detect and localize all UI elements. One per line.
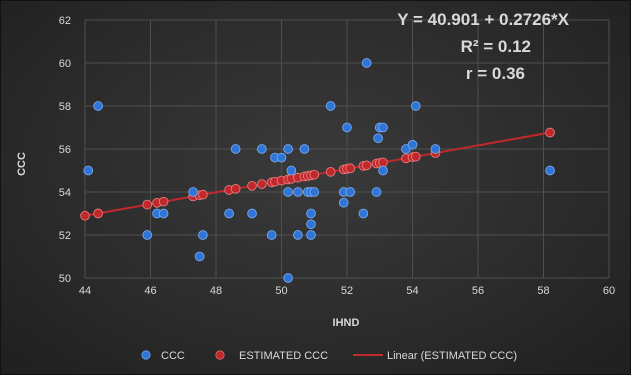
legend-marker-estimated: [215, 350, 225, 360]
y-tick-label: 56: [59, 144, 71, 156]
ccc-point: [430, 144, 441, 154]
ccc-point: [299, 144, 310, 154]
legend-item-linear: Linear (ESTIMATED CCC): [353, 350, 517, 362]
estimated-ccc-point: [198, 189, 208, 200]
regression-equation: Y = 40.901 + 0.2726*X: [397, 10, 569, 29]
ccc-point: [342, 122, 352, 133]
ccc-point: [158, 208, 169, 219]
ccc-point: [247, 208, 257, 219]
estimated-ccc-point: [345, 163, 356, 174]
estimated-ccc-point: [80, 210, 90, 221]
estimated-ccc-point: [247, 181, 257, 191]
correlation-label: r = 0.36: [466, 64, 525, 83]
y-tick-label: 52: [59, 230, 71, 242]
ccc-point: [361, 58, 372, 68]
ccc-point: [93, 101, 103, 111]
ccc-point: [545, 165, 555, 176]
estimated-points-layer: [80, 127, 555, 221]
ccc-point: [309, 187, 320, 197]
ccc-point: [371, 187, 382, 197]
ccc-point: [283, 273, 293, 283]
estimated-ccc-point: [158, 196, 169, 207]
estimated-ccc-point: [93, 208, 103, 219]
ccc-point: [283, 144, 293, 154]
estimated-ccc-point: [545, 127, 555, 138]
y-tick-label: 50: [59, 273, 71, 285]
estimated-ccc-point: [309, 169, 320, 180]
ccc-point: [198, 230, 208, 240]
legend-label-ccc: CCC: [161, 350, 185, 362]
ccc-point: [325, 101, 336, 111]
x-tick-label: 54: [406, 285, 418, 297]
ccc-point: [373, 133, 383, 144]
observed-points-layer: [83, 58, 555, 283]
ccc-point: [306, 219, 316, 230]
estimated-ccc-point: [410, 151, 421, 162]
ccc-point: [378, 165, 388, 176]
x-axis-title: IHND: [333, 317, 360, 329]
x-tick-label: 50: [275, 285, 287, 297]
estimated-ccc-point: [230, 183, 241, 194]
estimated-ccc-point: [257, 179, 267, 189]
ccc-point: [283, 187, 293, 197]
gridlines: [84, 19, 610, 279]
x-tick-label: 44: [79, 285, 91, 297]
ccc-point: [345, 187, 356, 197]
y-axis-title: CCC: [16, 152, 28, 176]
y-tick-label: 62: [59, 15, 71, 27]
legend-marker-ccc: [141, 350, 151, 360]
ccc-point: [257, 144, 267, 154]
ccc-point: [358, 208, 369, 219]
ccc-point: [378, 122, 388, 133]
x-tick-label: 60: [603, 285, 615, 297]
estimated-ccc-point: [142, 199, 153, 210]
ccc-point: [266, 230, 277, 240]
ccc-point: [306, 208, 316, 219]
x-tick-label: 58: [537, 285, 549, 297]
ccc-point: [188, 187, 198, 197]
ccc-point: [224, 208, 234, 219]
x-tick-label: 56: [472, 285, 484, 297]
ccc-point: [293, 230, 303, 240]
legend: CCC ESTIMATED CCC Linear (ESTIMATED CCC): [141, 350, 517, 362]
legend-item-estimated: ESTIMATED CCC: [215, 350, 328, 362]
legend-label-estimated: ESTIMATED CCC: [239, 350, 328, 362]
ccc-point: [83, 165, 94, 176]
ccc-point: [286, 165, 297, 176]
ccc-point: [230, 144, 241, 154]
r-squared-label: R² = 0.12: [461, 37, 531, 56]
ccc-point: [194, 251, 205, 262]
estimated-ccc-point: [325, 166, 336, 177]
y-tick-label: 58: [59, 101, 71, 113]
ccc-point: [276, 152, 287, 163]
ccc-point: [338, 197, 349, 208]
legend-label-linear: Linear (ESTIMATED CCC): [387, 350, 517, 362]
estimated-ccc-point: [361, 160, 372, 171]
tick-labels: 50 52 54 56 58 60 62 44 46 48 50 52 54 56 58 60: [59, 15, 615, 297]
estimated-ccc-point: [378, 157, 388, 168]
y-tick-label: 54: [59, 187, 71, 199]
x-tick-label: 48: [210, 285, 222, 297]
x-tick-label: 52: [341, 285, 353, 297]
ccc-point: [293, 187, 303, 197]
y-tick-label: 60: [59, 58, 71, 70]
ccc-point: [306, 230, 316, 240]
ccc-point: [407, 139, 418, 150]
ccc-point: [410, 101, 421, 111]
ccc-point: [142, 230, 153, 240]
legend-item-ccc: CCC: [141, 350, 185, 362]
x-tick-label: 46: [144, 285, 156, 297]
